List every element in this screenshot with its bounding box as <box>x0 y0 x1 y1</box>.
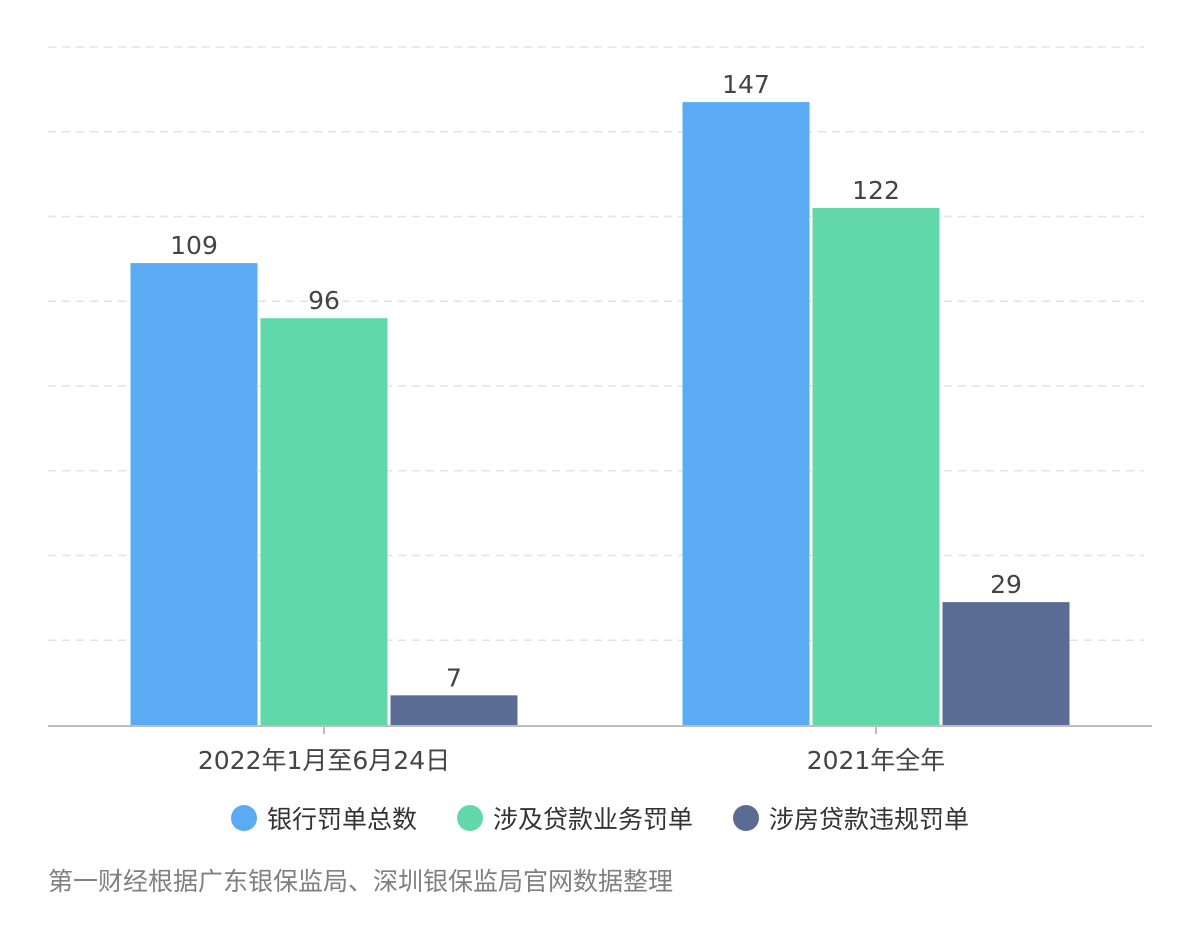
bars <box>130 102 1070 725</box>
value-labels: 109 96 7 147 122 29 <box>170 70 1022 692</box>
legend-swatch-total <box>230 805 257 831</box>
data-label: 96 <box>308 286 340 315</box>
x-axis: 2022年1月至6月24日 2021年全年 <box>48 725 1152 775</box>
x-tick-label: 2021年全年 <box>807 746 946 775</box>
legend-swatch-property-loan <box>733 805 759 831</box>
bar <box>942 602 1070 725</box>
legend-item-property-loan: 涉房贷款违规罚单 <box>733 800 969 836</box>
legend: 银行罚单总数 涉及贷款业务罚单 涉房贷款违规罚单 <box>0 800 1200 836</box>
data-label: 147 <box>722 70 770 99</box>
legend-swatch-loan <box>456 805 483 831</box>
bar-chart: 109 96 7 147 122 29 2022年1月至6月24日 2021年全年 <box>48 46 1152 775</box>
data-label: 29 <box>990 570 1022 599</box>
x-tick-label: 2022年1月至6月24日 <box>198 746 450 775</box>
legend-label-total: 银行罚单总数 <box>266 805 417 834</box>
legend-item-loan: 涉及贷款业务罚单 <box>456 800 693 836</box>
legend-label-loan: 涉及贷款业务罚单 <box>492 805 693 834</box>
bar <box>260 318 388 725</box>
legend-label-property-loan: 涉房贷款违规罚单 <box>769 805 970 834</box>
bar <box>812 208 940 725</box>
bar <box>130 263 258 725</box>
data-label: 7 <box>446 663 462 692</box>
bar <box>682 102 810 725</box>
legend-item-total: 银行罚单总数 <box>230 800 417 836</box>
data-label: 122 <box>852 176 900 205</box>
data-label: 109 <box>170 231 218 260</box>
bar <box>390 695 518 725</box>
source-note: 第一财经根据广东银保监局、深圳银保监局官网数据整理 <box>48 867 674 896</box>
